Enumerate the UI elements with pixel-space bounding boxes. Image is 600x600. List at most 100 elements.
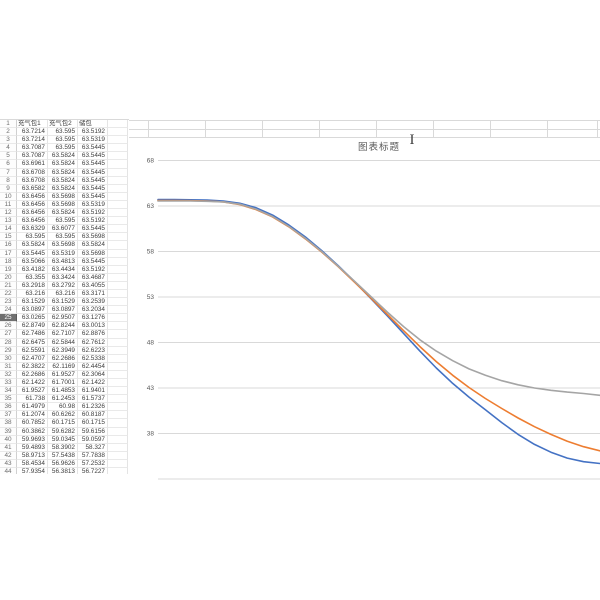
empty-cell[interactable] xyxy=(108,144,128,153)
empty-cell[interactable] xyxy=(108,168,128,177)
row-header[interactable]: 36 xyxy=(0,403,17,412)
row-header[interactable]: 29 xyxy=(0,346,17,355)
table-cell[interactable]: 63.5824 xyxy=(17,241,48,250)
row-header[interactable]: 33 xyxy=(0,379,17,388)
row-header[interactable]: 37 xyxy=(0,411,17,420)
table-cell[interactable]: 59.6156 xyxy=(78,427,108,436)
table-cell[interactable]: 62.1169 xyxy=(48,362,78,371)
table-cell[interactable]: 63.2034 xyxy=(78,306,108,315)
empty-cell[interactable] xyxy=(108,160,128,169)
table-cell[interactable]: 61.738 xyxy=(17,395,48,404)
row-header[interactable]: 4 xyxy=(0,144,17,153)
row-header[interactable]: 14 xyxy=(0,225,17,234)
table-cell[interactable]: 63.4687 xyxy=(78,273,108,282)
empty-cell[interactable] xyxy=(108,281,128,290)
table-cell[interactable]: 62.4454 xyxy=(78,362,108,371)
table-cell[interactable]: 61.9527 xyxy=(17,387,48,396)
table-cell[interactable]: 63.5319 xyxy=(48,249,78,258)
empty-cell[interactable] xyxy=(108,200,128,210)
table-cell[interactable]: 60.6262 xyxy=(48,411,78,420)
row-header[interactable]: 10 xyxy=(0,192,17,201)
table-cell[interactable]: 62.8749 xyxy=(17,322,48,331)
table-cell[interactable]: 63.5445 xyxy=(78,192,108,201)
empty-cell[interactable] xyxy=(108,427,128,436)
table-cell[interactable]: 63.0265 xyxy=(17,314,48,323)
row-header[interactable]: 15 xyxy=(0,233,17,242)
table-cell[interactable]: 63.0897 xyxy=(17,306,48,315)
row-header[interactable]: 11 xyxy=(0,200,17,210)
empty-cell[interactable] xyxy=(108,387,128,396)
table-cell[interactable]: 63.5319 xyxy=(78,200,108,210)
column-header-cell[interactable]: 储包 xyxy=(78,120,108,129)
table-cell[interactable]: 62.8876 xyxy=(78,330,108,339)
table-cell[interactable]: 63.216 xyxy=(48,289,78,299)
empty-cell[interactable] xyxy=(108,395,128,404)
table-cell[interactable]: 63.2918 xyxy=(17,281,48,290)
table-cell[interactable]: 63.6329 xyxy=(17,225,48,234)
table-cell[interactable]: 62.3822 xyxy=(17,362,48,371)
table-cell[interactable]: 63.5824 xyxy=(48,184,78,193)
table-cell[interactable]: 63.595 xyxy=(17,233,48,242)
empty-cell[interactable] xyxy=(108,257,128,266)
table-cell[interactable]: 62.5844 xyxy=(48,338,78,347)
row-header[interactable]: 17 xyxy=(0,249,17,258)
chart-series-储包[interactable] xyxy=(157,200,600,397)
table-cell[interactable]: 63.355 xyxy=(17,273,48,282)
table-cell[interactable]: 63.5066 xyxy=(17,257,48,266)
table-cell[interactable]: 60.1715 xyxy=(48,419,78,428)
table-cell[interactable]: 63.5192 xyxy=(78,209,108,218)
column-header-cell[interactable]: 充气包2 xyxy=(48,120,78,129)
empty-cell[interactable] xyxy=(108,362,128,371)
table-cell[interactable]: 56.3813 xyxy=(48,468,78,474)
empty-cell[interactable] xyxy=(108,459,128,469)
table-cell[interactable]: 63.5824 xyxy=(78,241,108,250)
empty-cell[interactable] xyxy=(108,184,128,193)
empty-cell[interactable] xyxy=(108,209,128,218)
empty-cell[interactable] xyxy=(108,136,128,145)
empty-cell[interactable] xyxy=(108,298,128,307)
table-cell[interactable]: 63.4055 xyxy=(78,281,108,290)
table-cell[interactable]: 62.2686 xyxy=(17,370,48,379)
row-header[interactable]: 43 xyxy=(0,459,17,469)
empty-cell[interactable] xyxy=(108,176,128,185)
empty-cell[interactable] xyxy=(108,435,128,444)
table-cell[interactable]: 60.7852 xyxy=(17,419,48,428)
row-header[interactable]: 13 xyxy=(0,217,17,226)
table-cell[interactable]: 62.6475 xyxy=(17,338,48,347)
empty-cell[interactable] xyxy=(108,411,128,420)
table-cell[interactable]: 63.5192 xyxy=(78,128,108,137)
table-cell[interactable]: 63.5824 xyxy=(48,176,78,185)
empty-cell[interactable] xyxy=(108,217,128,226)
table-cell[interactable]: 63.5319 xyxy=(78,136,108,145)
table-cell[interactable]: 63.595 xyxy=(48,233,78,242)
table-cell[interactable]: 63.7087 xyxy=(17,144,48,153)
table-cell[interactable]: 61.2326 xyxy=(78,403,108,412)
table-cell[interactable]: 58.4534 xyxy=(17,459,48,469)
row-header[interactable]: 26 xyxy=(0,322,17,331)
empty-cell[interactable] xyxy=(108,314,128,323)
table-cell[interactable]: 63.5824 xyxy=(48,160,78,169)
table-cell[interactable]: 63.4813 xyxy=(48,257,78,266)
table-cell[interactable]: 62.3064 xyxy=(78,370,108,379)
table-cell[interactable]: 57.2532 xyxy=(78,459,108,469)
table-cell[interactable]: 62.7107 xyxy=(48,330,78,339)
table-cell[interactable]: 63.5445 xyxy=(78,225,108,234)
table-cell[interactable]: 63.595 xyxy=(48,217,78,226)
table-cell[interactable]: 63.216 xyxy=(17,289,48,299)
table-cell[interactable]: 63.6077 xyxy=(48,225,78,234)
table-cell[interactable]: 63.5445 xyxy=(17,249,48,258)
table-cell[interactable]: 63.6708 xyxy=(17,176,48,185)
table-cell[interactable]: 63.1276 xyxy=(78,314,108,323)
table-cell[interactable]: 63.5824 xyxy=(48,168,78,177)
table-cell[interactable]: 60.3862 xyxy=(17,427,48,436)
empty-cell[interactable] xyxy=(108,322,128,331)
table-cell[interactable]: 63.6961 xyxy=(17,160,48,169)
table-cell[interactable]: 62.7612 xyxy=(78,338,108,347)
table-cell[interactable]: 63.5445 xyxy=(78,176,108,185)
spreadsheet-table[interactable]: 1 充气包1 充气包2 储包 2 63.7214 63.595 63.5192 3 63.7214… xyxy=(0,119,129,474)
empty-cell[interactable] xyxy=(108,241,128,250)
table-cell[interactable]: 63.5698 xyxy=(48,200,78,210)
table-cell[interactable]: 63.1529 xyxy=(48,298,78,307)
table-cell[interactable]: 63.1529 xyxy=(17,298,48,307)
table-cell[interactable]: 63.7214 xyxy=(17,128,48,137)
